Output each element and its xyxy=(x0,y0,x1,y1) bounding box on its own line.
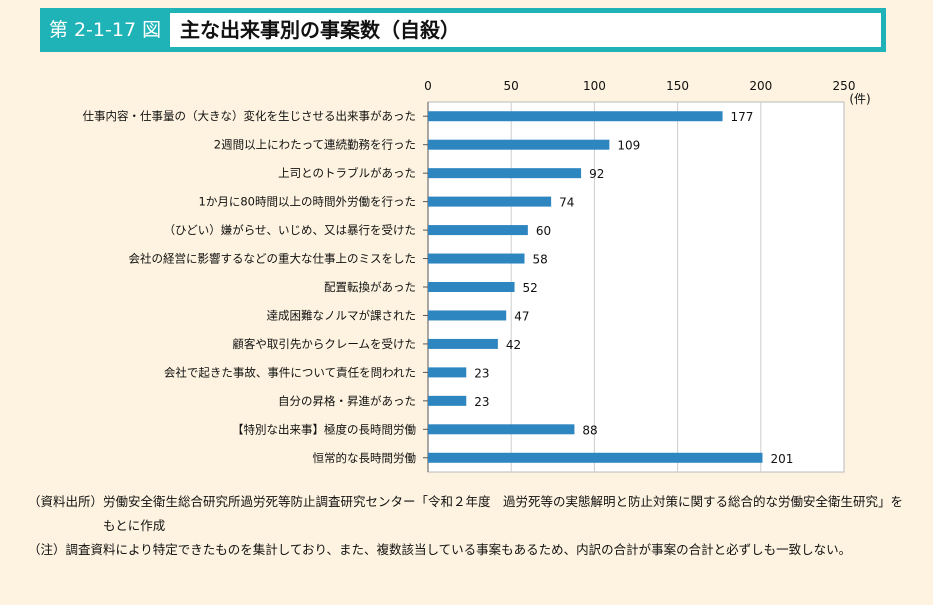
source-text: 労働安全衛生総合研究所過労死等防止調査研究センター「令和２年度 過労死等の実態解… xyxy=(103,494,904,533)
x-tick-label: 50 xyxy=(504,79,519,93)
footnote-text: 調査資料により特定できたものを集計しており、また、複数該当している事案もあるため… xyxy=(65,542,852,557)
data-label: 23 xyxy=(474,395,489,409)
figure-number: 第 2-1-17 図 xyxy=(48,19,162,41)
data-label: 60 xyxy=(536,224,551,238)
x-unit-label: (件) xyxy=(849,92,870,106)
data-label: 23 xyxy=(474,366,489,380)
category-label: 会社の経営に影響するなどの重大な仕事上のミスをした xyxy=(129,252,417,266)
bar xyxy=(428,452,763,463)
figure-title-bar: 第 2-1-17 図 主な出来事別の事案数（自殺） xyxy=(40,8,886,52)
category-label: 自分の昇格・昇進があった xyxy=(278,394,416,408)
category-label: 1か月に80時間以上の時間外労働を行った xyxy=(199,195,416,209)
data-label: 88 xyxy=(582,423,597,437)
data-label: 92 xyxy=(589,167,604,181)
notes: （資料出所） 労働安全衛生総合研究所過労死等防止調査研究センター「令和２年度 過… xyxy=(28,490,908,562)
bar xyxy=(428,338,498,349)
x-tick-label: 150 xyxy=(666,79,689,93)
data-label: 52 xyxy=(523,281,538,295)
bar xyxy=(428,139,610,150)
bar xyxy=(428,168,582,179)
data-label: 177 xyxy=(731,110,754,124)
data-label: 109 xyxy=(617,139,640,153)
bar xyxy=(428,395,467,406)
category-label: 上司とのトラブルがあった xyxy=(278,166,416,180)
bar xyxy=(428,367,467,378)
category-label: （ひどい）嫌がらせ、いじめ、又は暴行を受けた xyxy=(164,223,416,237)
bar xyxy=(428,424,575,435)
source-label: （資料出所） xyxy=(28,494,104,509)
x-tick-label: 0 xyxy=(424,79,432,93)
bar xyxy=(428,225,528,236)
bar xyxy=(428,253,525,264)
category-label: 【特別な出来事】極度の長時間労働 xyxy=(232,422,416,436)
footnote: （注） 調査資料により特定できたものを集計しており、また、複数該当している事案も… xyxy=(28,538,908,562)
data-label: 74 xyxy=(559,196,574,210)
bar xyxy=(428,111,723,122)
category-label: 恒常的な長時間労働 xyxy=(313,451,417,465)
page-title: 主な出来事別の事案数（自殺） xyxy=(180,18,460,42)
x-tick-label: 200 xyxy=(749,79,772,93)
category-label: 2週間以上にわたって連続勤務を行った xyxy=(214,138,416,152)
bar xyxy=(428,282,515,292)
category-label: 会社で起きた事故、事件について責任を問われた xyxy=(164,365,416,379)
x-tick-label: 250 xyxy=(833,79,856,93)
category-label: 仕事内容・仕事量の（大きな）変化を生じさせる出来事があった xyxy=(83,109,417,123)
category-label: 達成困難なノルマが課された xyxy=(267,308,417,322)
category-label: 顧客や取引先からクレームを受けた xyxy=(232,337,416,351)
source-note: （資料出所） 労働安全衛生総合研究所過労死等防止調査研究センター「令和２年度 過… xyxy=(28,490,908,538)
data-label: 42 xyxy=(506,338,521,352)
data-label: 47 xyxy=(514,309,529,323)
category-label: 配置転換があった xyxy=(324,280,416,294)
title-box: 主な出来事別の事案数（自殺） xyxy=(170,13,881,47)
data-label: 58 xyxy=(533,253,548,267)
data-label: 201 xyxy=(770,452,793,466)
bar xyxy=(428,196,552,207)
bar xyxy=(428,310,507,321)
footnote-label: （注） xyxy=(28,542,66,557)
bar-chart: 0 50 100 150 200 250(件) 仕事内容・仕事量の（大きな）変化を生じさせる… xyxy=(83,79,871,473)
x-tick-label: 100 xyxy=(583,79,606,93)
